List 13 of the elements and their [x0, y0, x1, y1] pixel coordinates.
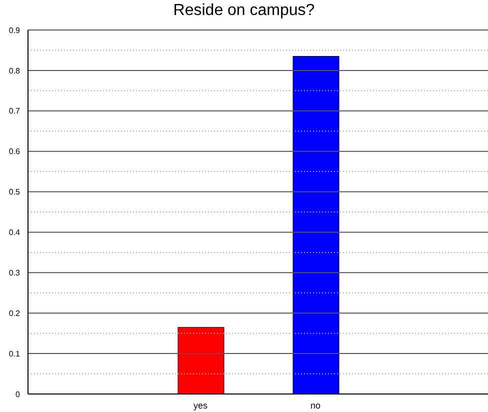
- y-tick-label: 0.2: [8, 308, 21, 318]
- x-tick-label: yes: [193, 400, 208, 410]
- y-tick-label: 0.8: [8, 66, 21, 76]
- y-tick-label: 0.6: [8, 147, 21, 156]
- y-tick-label: 0.5: [8, 188, 21, 197]
- chart-title: Reside on campus?: [172, 1, 316, 21]
- y-tick-label: 0.3: [8, 268, 21, 278]
- y-tick-label: 0.7: [8, 106, 21, 116]
- y-tick-label: 0.4: [8, 228, 21, 238]
- y-tick-label: 0.1: [8, 349, 21, 358]
- x-tick-label: no: [310, 400, 321, 410]
- y-tick-label: 0.9: [8, 26, 21, 35]
- y-tick-label: 0: [16, 390, 21, 399]
